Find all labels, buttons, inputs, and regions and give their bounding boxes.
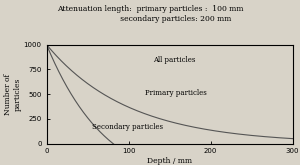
Text: Secondary particles: Secondary particles (92, 123, 163, 131)
Text: Attenuation length:  primary particles :  100 mm
                      secondary: Attenuation length: primary particles : … (57, 5, 243, 23)
Y-axis label: Number of
particles: Number of particles (4, 73, 22, 115)
X-axis label: Depth / mm: Depth / mm (147, 157, 192, 165)
Text: Primary particles: Primary particles (145, 89, 207, 97)
Text: All particles: All particles (153, 56, 196, 64)
